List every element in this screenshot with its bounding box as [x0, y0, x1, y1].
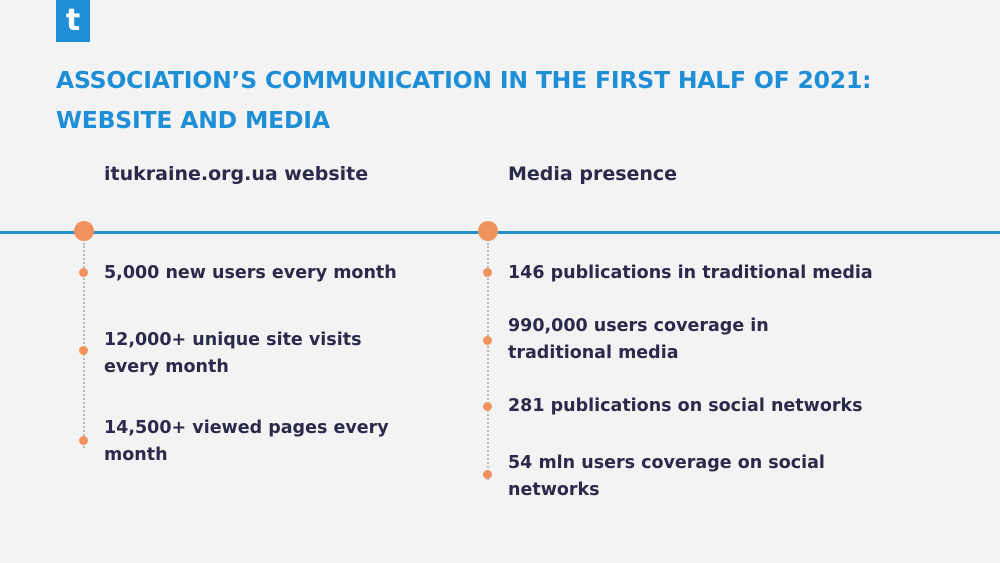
list-bullet [79, 346, 88, 355]
website-dotted-connector [83, 243, 85, 448]
item-line-1: 54 mln users coverage on social [508, 453, 825, 473]
list-item: 990,000 users coverage in traditional me… [508, 313, 769, 367]
timeline-line [0, 231, 1000, 234]
item-line-1: 14,500+ viewed pages every [104, 418, 389, 438]
list-bullet [79, 436, 88, 445]
logo-glyph: t [65, 3, 81, 38]
item-line-2: month [104, 445, 168, 465]
title-line-2: WEBSITE AND MEDIA [56, 106, 330, 134]
item-line-2: every month [104, 357, 229, 377]
title-line-1: ASSOCIATION’S COMMUNICATION IN THE FIRST… [56, 66, 872, 94]
list-item: 146 publications in traditional media [508, 260, 873, 287]
item-line-1: 5,000 new users every month [104, 263, 397, 283]
list-bullet [483, 402, 492, 411]
website-timeline-node [74, 221, 94, 241]
item-line-1: 12,000+ unique site visits [104, 330, 362, 350]
media-dotted-connector [487, 243, 489, 480]
list-bullet [79, 268, 88, 277]
item-line-1: 990,000 users coverage in [508, 316, 769, 336]
list-item: 5,000 new users every month [104, 260, 397, 287]
brand-logo: t [56, 0, 90, 42]
list-bullet [483, 268, 492, 277]
list-item: 12,000+ unique site visits every month [104, 327, 362, 381]
list-bullet [483, 470, 492, 479]
item-line-1: 146 publications in traditional media [508, 263, 873, 283]
item-line-1: 281 publications on social networks [508, 396, 863, 416]
item-line-2: networks [508, 480, 600, 500]
media-column-header: Media presence [508, 163, 678, 185]
list-item: 14,500+ viewed pages every month [104, 415, 389, 469]
website-column-header: itukraine.org.ua website [104, 163, 369, 185]
list-bullet [483, 336, 492, 345]
media-timeline-node [478, 221, 498, 241]
item-line-2: traditional media [508, 343, 679, 363]
list-item: 54 mln users coverage on social networks [508, 450, 825, 504]
list-item: 281 publications on social networks [508, 393, 863, 420]
page-title: ASSOCIATION’S COMMUNICATION IN THE FIRST… [56, 60, 956, 140]
